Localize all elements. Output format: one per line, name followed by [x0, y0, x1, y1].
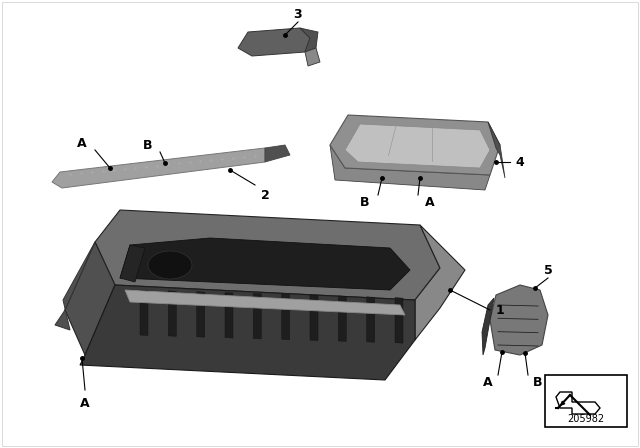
- Polygon shape: [556, 392, 600, 414]
- Polygon shape: [488, 122, 505, 178]
- Polygon shape: [80, 285, 415, 380]
- Polygon shape: [95, 210, 440, 300]
- Polygon shape: [345, 124, 490, 168]
- Text: A: A: [425, 195, 435, 208]
- Text: B: B: [533, 375, 543, 388]
- Polygon shape: [52, 148, 265, 188]
- Polygon shape: [168, 291, 177, 336]
- Polygon shape: [330, 145, 490, 190]
- Polygon shape: [300, 28, 318, 52]
- Polygon shape: [225, 293, 233, 338]
- Text: A: A: [80, 396, 90, 409]
- Text: 2: 2: [260, 189, 269, 202]
- Text: A: A: [483, 375, 493, 388]
- Polygon shape: [490, 285, 548, 355]
- Polygon shape: [253, 293, 261, 339]
- Polygon shape: [415, 225, 465, 340]
- Polygon shape: [238, 28, 310, 56]
- Text: B: B: [143, 138, 153, 151]
- FancyBboxPatch shape: [545, 375, 627, 427]
- Polygon shape: [140, 290, 148, 336]
- Polygon shape: [305, 48, 320, 66]
- Polygon shape: [395, 297, 403, 343]
- Polygon shape: [125, 290, 405, 315]
- Polygon shape: [120, 238, 410, 290]
- Polygon shape: [330, 115, 500, 175]
- Text: 4: 4: [516, 155, 524, 168]
- Polygon shape: [339, 296, 346, 341]
- Text: 205982: 205982: [568, 414, 605, 424]
- Polygon shape: [120, 245, 145, 282]
- Polygon shape: [310, 295, 318, 340]
- Polygon shape: [55, 242, 95, 330]
- Text: A: A: [77, 137, 87, 150]
- Text: 5: 5: [543, 263, 552, 276]
- Polygon shape: [282, 294, 290, 340]
- Polygon shape: [65, 242, 115, 355]
- Polygon shape: [482, 298, 494, 355]
- Text: 3: 3: [294, 8, 302, 21]
- Polygon shape: [367, 297, 374, 342]
- Polygon shape: [148, 251, 192, 279]
- Text: B: B: [360, 195, 370, 208]
- Polygon shape: [265, 145, 290, 162]
- Polygon shape: [196, 292, 205, 337]
- Text: 1: 1: [495, 303, 504, 316]
